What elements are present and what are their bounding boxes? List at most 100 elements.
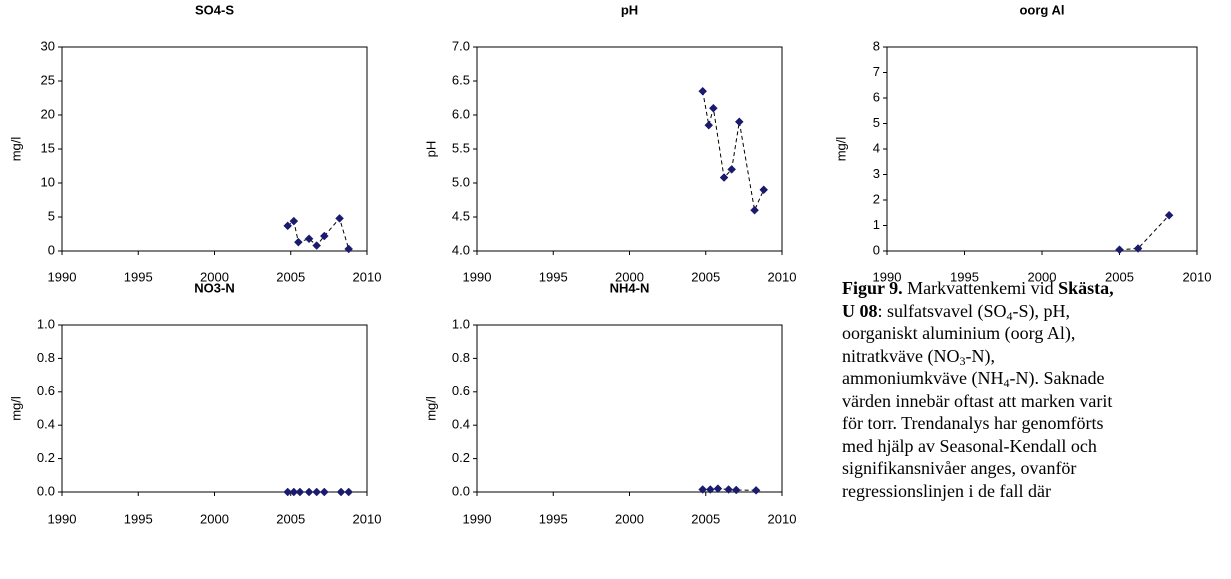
plot-frame — [476, 324, 783, 493]
y-tick-label: 0.4 — [37, 417, 55, 432]
y-tick-label: 15 — [41, 140, 55, 155]
caption-text: -N), — [965, 345, 995, 366]
caption-text: Figur 9. — [842, 278, 903, 298]
caption-line: Figur 9. Markvattenkemi vid Skästa, — [842, 277, 1231, 300]
data-point — [731, 485, 741, 495]
x-tick-label: 2010 — [353, 269, 382, 284]
y-tick-label: 5.0 — [452, 174, 470, 189]
x-tick-label: 1995 — [950, 269, 979, 284]
data-point — [319, 231, 329, 241]
data-point — [336, 487, 346, 497]
y-tick-label: 0.2 — [37, 450, 55, 465]
data-point — [734, 117, 744, 127]
data-point — [304, 487, 314, 497]
data-point — [1164, 210, 1174, 220]
y-tick-label: 0.4 — [452, 417, 470, 432]
y-tick-label: 20 — [41, 106, 55, 121]
y-tick-label: 0.8 — [452, 350, 470, 365]
y-tick-label: 5 — [873, 115, 880, 130]
y-tick-label: 0 — [873, 242, 880, 257]
data-point — [1133, 244, 1143, 253]
caption-text: för torr. Trendanalys har genomförts — [842, 413, 1104, 433]
x-tick-label: 2010 — [768, 511, 797, 526]
y-tick-label: 4 — [873, 140, 880, 155]
y-tick-label: 0.8 — [37, 350, 55, 365]
data-point — [750, 205, 759, 215]
x-tick-label: 1990 — [873, 269, 902, 284]
x-tick-label: 2010 — [1183, 269, 1212, 284]
data-point — [294, 237, 303, 247]
y-tick-label: 7 — [873, 64, 880, 79]
y-tick-label: 30 — [41, 38, 55, 53]
y-tick-label: 5.5 — [452, 140, 470, 155]
y-tick-label: 0.0 — [37, 483, 55, 498]
caption-text: nitratkväve (NO — [842, 345, 960, 366]
data-point — [727, 165, 737, 174]
x-tick-label: 1995 — [124, 269, 153, 284]
caption-text: Skästa, — [1058, 278, 1114, 298]
y-axis-label: pH — [423, 141, 438, 158]
y-tick-label: 4.0 — [452, 242, 470, 257]
caption-text: med hjälp av Seasonal-Kendall och — [842, 435, 1097, 456]
x-tick-label: 1990 — [463, 269, 492, 284]
plot-frame — [476, 46, 783, 252]
y-axis-label: mg/l — [8, 137, 23, 162]
figure-caption: Figur 9. Markvattenkemi vid Skästa, U 08:… — [842, 277, 1231, 502]
caption-line: U 08: sulfatsvavel (SO4-S), pH, — [842, 300, 1231, 323]
x-tick-label: 1990 — [48, 511, 77, 526]
data-point — [289, 487, 299, 497]
data-point — [312, 487, 322, 497]
y-tick-label: 10 — [41, 174, 55, 189]
caption-text: värden innebär oftast att marken varit — [842, 390, 1113, 411]
caption-line: för torr. Trendanalys har genomförts — [842, 412, 1231, 435]
caption-text: 4 — [1003, 376, 1010, 390]
x-tick-label: 2010 — [768, 269, 797, 284]
x-tick-label: 2005 — [276, 511, 305, 526]
data-point — [719, 173, 729, 182]
data-point — [759, 185, 769, 195]
y-tick-label: 0.6 — [452, 383, 470, 398]
x-tick-label: 2000 — [1028, 269, 1057, 284]
data-point — [304, 234, 314, 244]
data-point — [704, 120, 714, 130]
data-point — [344, 487, 354, 497]
x-tick-label: 1990 — [463, 511, 492, 526]
data-point — [283, 487, 293, 497]
caption-text: Markvattenkemi vid — [902, 278, 1059, 298]
caption-text: oorganiskt aluminium (oorg Al), — [842, 323, 1076, 343]
chart-title: SO4-S — [195, 2, 234, 17]
chart-title: NH4-N — [610, 280, 650, 295]
x-tick-label: 2005 — [1105, 269, 1134, 284]
chart-title: NO3-N — [194, 280, 234, 295]
x-tick-label: 2005 — [691, 511, 720, 526]
data-point — [698, 485, 708, 494]
y-tick-label: 3 — [873, 166, 880, 181]
caption-text: 3 — [959, 353, 966, 368]
y-axis-label: mg/l — [833, 137, 848, 162]
caption-line: oorganiskt aluminium (oorg Al), — [842, 322, 1231, 345]
plot-frame — [61, 46, 368, 252]
data-point — [1115, 245, 1124, 255]
caption-line: regressionslinjen i de fall där — [842, 480, 1231, 503]
data-point — [335, 214, 344, 223]
data-point — [698, 86, 708, 96]
y-tick-label: 8 — [873, 38, 880, 53]
data-point — [344, 244, 354, 254]
y-tick-label: 0.0 — [452, 483, 470, 498]
plot-frame — [886, 46, 1198, 252]
chart-title: oorg Al — [1019, 2, 1064, 17]
caption-line: ammoniumkväve (NH4-N). Saknade — [842, 367, 1231, 390]
y-tick-label: 0.6 — [37, 383, 55, 398]
y-tick-label: 0.2 — [452, 450, 470, 465]
y-tick-label: 1 — [873, 217, 880, 232]
caption-text: : sulfatsvavel (SO — [877, 300, 1007, 321]
y-axis-label: mg/l — [423, 396, 438, 421]
data-point — [319, 487, 329, 497]
chart-title: pH — [621, 2, 638, 17]
caption-text: 4 — [1006, 308, 1013, 323]
caption-line: med hjälp av Seasonal-Kendall och — [842, 435, 1231, 458]
caption-line: signifikansnivåer anges, ovanför — [842, 457, 1231, 480]
x-tick-label: 2005 — [276, 269, 305, 284]
x-tick-label: 1995 — [539, 511, 568, 526]
